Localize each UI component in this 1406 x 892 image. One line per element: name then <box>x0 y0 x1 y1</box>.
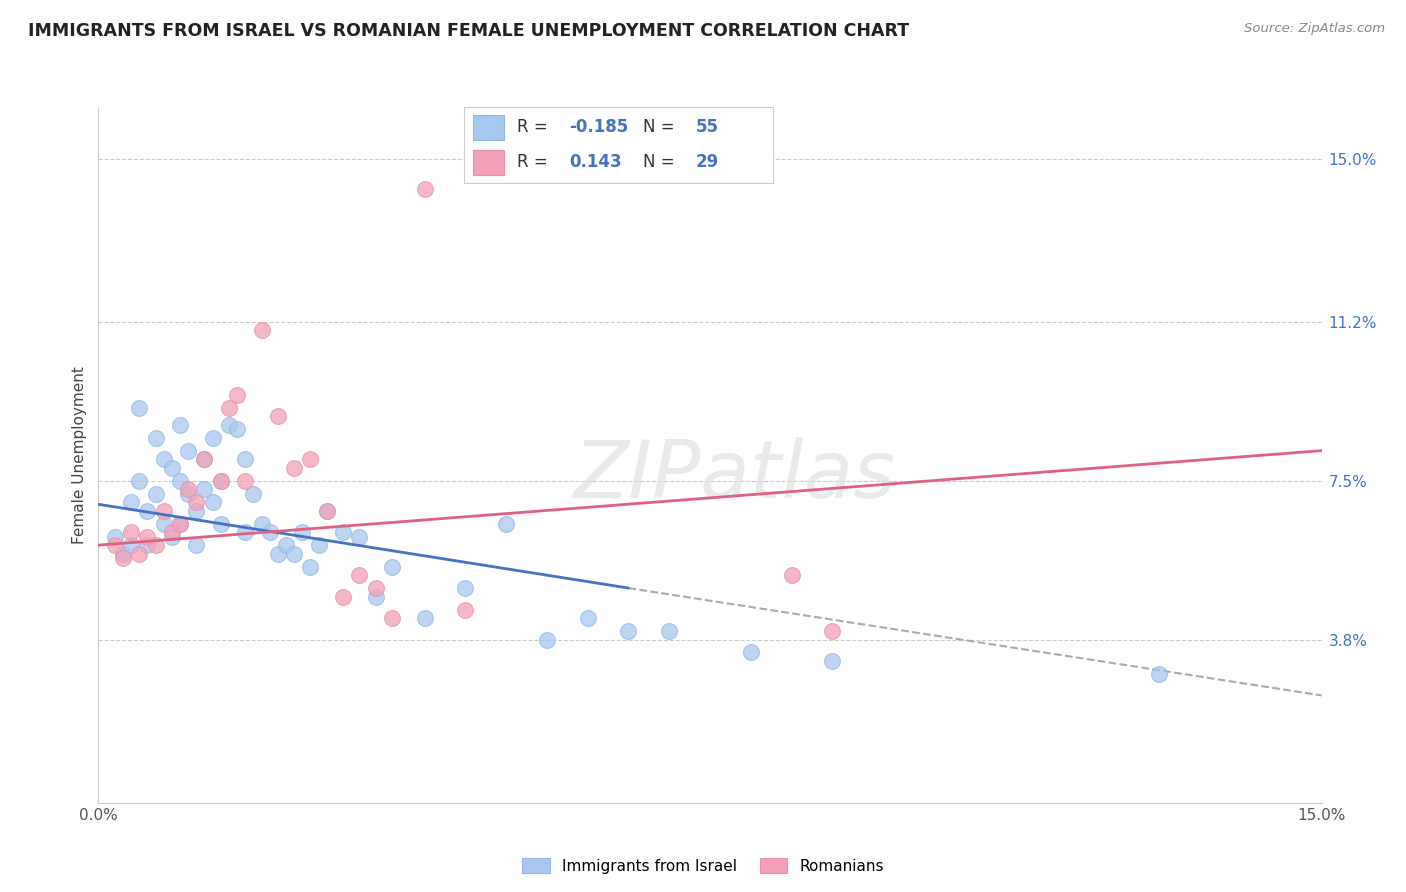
Point <box>226 388 249 402</box>
Point <box>233 474 256 488</box>
Point <box>128 547 150 561</box>
Point <box>201 495 224 509</box>
Point <box>495 516 517 531</box>
Point <box>349 568 371 582</box>
Point <box>218 401 240 415</box>
Point <box>291 525 314 540</box>
Text: N =: N = <box>644 118 675 136</box>
Point <box>120 538 142 552</box>
Point <box>169 474 191 488</box>
Point <box>658 624 681 638</box>
Text: 0.143: 0.143 <box>569 153 621 171</box>
Point <box>250 516 273 531</box>
Point <box>128 474 150 488</box>
Point <box>381 559 404 574</box>
Point <box>104 529 127 543</box>
Point <box>780 568 803 582</box>
Point <box>617 624 640 638</box>
Point <box>152 452 174 467</box>
Point <box>315 504 337 518</box>
Y-axis label: Female Unemployment: Female Unemployment <box>72 366 87 544</box>
Point <box>152 504 174 518</box>
Point <box>145 486 167 500</box>
Point <box>242 486 264 500</box>
Point <box>177 486 200 500</box>
Point <box>413 611 436 625</box>
Text: Source: ZipAtlas.com: Source: ZipAtlas.com <box>1244 22 1385 36</box>
Point <box>364 581 387 595</box>
Point <box>740 645 762 659</box>
Point <box>274 538 297 552</box>
Point <box>332 590 354 604</box>
Point <box>259 525 281 540</box>
Text: R =: R = <box>516 153 547 171</box>
Point <box>381 611 404 625</box>
Point <box>201 431 224 445</box>
Point <box>576 611 599 625</box>
Point <box>250 323 273 337</box>
Point <box>283 460 305 475</box>
Point <box>267 409 290 424</box>
Point <box>160 460 183 475</box>
Point <box>413 181 436 195</box>
Point <box>169 417 191 432</box>
Point <box>1147 667 1170 681</box>
Point <box>160 525 183 540</box>
Point <box>169 516 191 531</box>
Point <box>821 654 844 668</box>
Point <box>209 474 232 488</box>
Point <box>186 495 208 509</box>
Point <box>364 590 387 604</box>
Text: IMMIGRANTS FROM ISRAEL VS ROMANIAN FEMALE UNEMPLOYMENT CORRELATION CHART: IMMIGRANTS FROM ISRAEL VS ROMANIAN FEMAL… <box>28 22 910 40</box>
Point <box>299 452 322 467</box>
Point <box>454 602 477 616</box>
Point <box>315 504 337 518</box>
Text: N =: N = <box>644 153 675 171</box>
Point <box>193 452 215 467</box>
Point <box>136 504 159 518</box>
Point <box>299 559 322 574</box>
Point <box>536 632 558 647</box>
Point <box>186 538 208 552</box>
Point <box>193 452 215 467</box>
Point <box>193 483 215 497</box>
Point <box>186 504 208 518</box>
Point <box>152 516 174 531</box>
Point <box>267 547 290 561</box>
Text: R =: R = <box>516 118 547 136</box>
Point <box>111 547 134 561</box>
Point <box>233 452 256 467</box>
Point <box>308 538 330 552</box>
Point <box>226 422 249 436</box>
Point <box>177 483 200 497</box>
Point <box>283 547 305 561</box>
Point <box>209 474 232 488</box>
Point <box>332 525 354 540</box>
Point <box>111 551 134 566</box>
Text: 29: 29 <box>696 153 720 171</box>
Point <box>233 525 256 540</box>
Bar <box>474 114 505 140</box>
Point <box>454 581 477 595</box>
Point <box>145 431 167 445</box>
Point <box>136 529 159 543</box>
Text: 55: 55 <box>696 118 718 136</box>
Point <box>169 516 191 531</box>
Point <box>145 538 167 552</box>
Point <box>177 443 200 458</box>
Text: ZIPatlas: ZIPatlas <box>574 437 896 515</box>
Point <box>136 538 159 552</box>
Point <box>209 516 232 531</box>
Text: -0.185: -0.185 <box>569 118 628 136</box>
Point <box>120 495 142 509</box>
Point <box>128 401 150 415</box>
Point <box>821 624 844 638</box>
Point <box>349 529 371 543</box>
Legend: Immigrants from Israel, Romanians: Immigrants from Israel, Romanians <box>516 852 890 880</box>
Bar <box>474 150 505 175</box>
Point <box>104 538 127 552</box>
Point <box>160 529 183 543</box>
Point <box>120 525 142 540</box>
Point <box>218 417 240 432</box>
